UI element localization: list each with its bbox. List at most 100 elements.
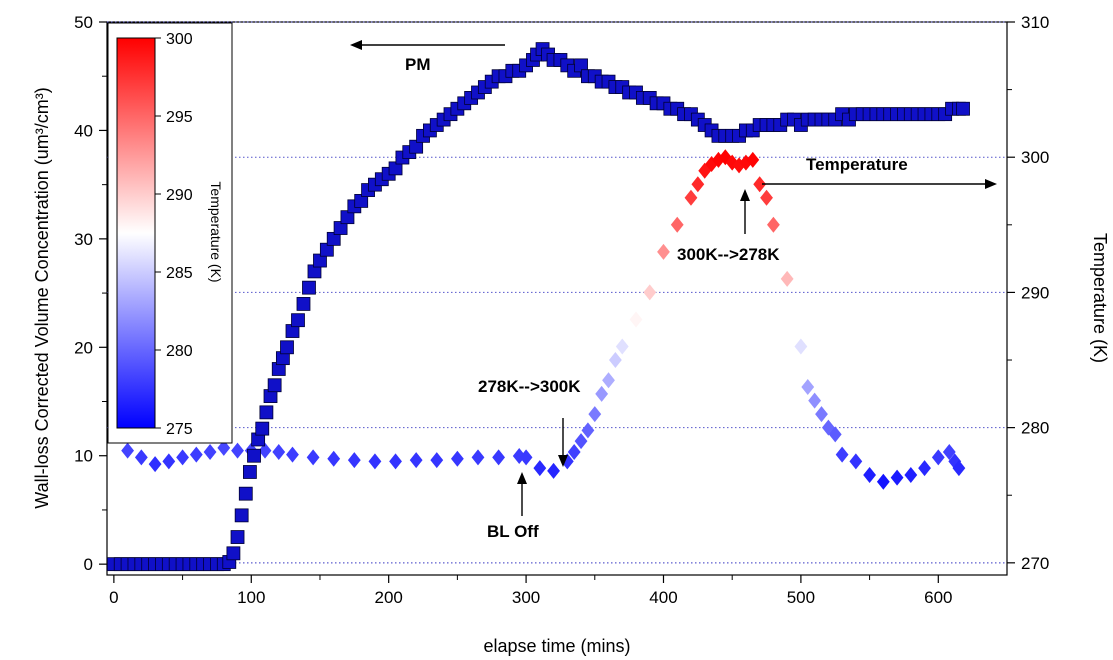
temperature-point: [450, 450, 464, 467]
temperature-point: [780, 270, 794, 287]
colorbar-title: Temperature (K): [208, 181, 224, 282]
x-tick-label: 300: [512, 588, 540, 607]
temperature-point: [203, 443, 217, 460]
grid: [107, 21, 1007, 564]
temperature-point: [952, 460, 966, 477]
pm-point: [234, 508, 249, 523]
temperature-point: [931, 449, 945, 466]
temperature-point: [574, 433, 588, 450]
temperature-point: [121, 442, 135, 459]
y-left-axis-title: Wall-loss Corrected Volume Concentration…: [32, 87, 52, 508]
temperature-point: [918, 460, 931, 477]
temperature-point: [890, 469, 904, 486]
x-axis: 0 100 200 300 400 500 600: [109, 575, 952, 607]
annotation-heat-up: 278K-->300K: [478, 377, 581, 467]
temperature-point: [306, 449, 320, 466]
annotation-heat-up-label: 278K-->300K: [478, 377, 581, 396]
temperature-point: [327, 450, 341, 467]
temperature-point: [828, 426, 842, 443]
pm-series: [106, 42, 970, 572]
pm-point: [230, 530, 245, 544]
temperature-point: [904, 466, 918, 483]
y-left-tick-label: 40: [74, 121, 93, 140]
temperature-point: [629, 311, 643, 328]
temperature-point: [567, 443, 581, 460]
annotation-cool-down: 300K-->278K: [677, 189, 780, 264]
y-right-tick-label: 270: [1021, 554, 1049, 573]
temperature-point: [863, 466, 876, 483]
temperature-point: [801, 379, 815, 396]
y-axis-left: 0 10 20 30 40 50: [74, 13, 107, 574]
annotation-pm-label: PM: [405, 55, 431, 74]
y-right-tick-label: 280: [1021, 419, 1049, 438]
temperature-point: [670, 216, 684, 233]
temperature-point: [492, 449, 506, 466]
x-tick-label: 0: [109, 588, 118, 607]
temperature-point: [794, 338, 808, 355]
temperature-point: [746, 151, 760, 168]
temperature-point: [849, 453, 863, 470]
y-left-tick-label: 50: [74, 13, 93, 32]
temperature-point: [760, 189, 773, 206]
y-right-axis-title: Temperature (K): [1090, 233, 1110, 363]
pm-point: [267, 378, 282, 393]
temperature-point: [835, 446, 849, 463]
pm-point: [247, 448, 261, 463]
temperature-point: [533, 460, 547, 477]
temperature-point: [942, 443, 956, 460]
temperature-point: [815, 406, 828, 423]
temperature-point: [602, 372, 615, 389]
colorbar-tick-label: 295: [166, 109, 193, 126]
temperature-point: [657, 243, 670, 260]
temperature-point: [162, 453, 176, 470]
colorbar-tick-label: 290: [166, 187, 193, 204]
pm-point: [280, 340, 294, 355]
y-right-tick-label: 300: [1021, 148, 1049, 167]
y-right-tick-label: 310: [1021, 13, 1049, 32]
temperature-point: [519, 449, 533, 466]
colorbar-tick-label: 280: [166, 343, 193, 360]
temperature-point: [286, 446, 299, 463]
colorbar-tick-label: 285: [166, 265, 193, 282]
annotation-bl-off: BL Off: [487, 472, 539, 541]
temperature-point: [608, 352, 622, 369]
temperature-point: [148, 456, 162, 473]
pm-point: [302, 280, 316, 295]
x-tick-label: 400: [649, 588, 677, 607]
x-axis-title: elapse time (mins): [483, 636, 630, 656]
temperature-point: [368, 453, 382, 470]
y-left-tick-label: 20: [74, 338, 93, 357]
temperature-point: [217, 439, 231, 456]
colorbar: [116, 37, 156, 429]
temperature-point: [347, 452, 361, 469]
pm-point: [243, 465, 257, 479]
temperature-point: [258, 442, 272, 459]
temperature-point: [691, 176, 705, 193]
temperature-point: [430, 452, 444, 469]
pm-point: [226, 546, 241, 561]
pm-point: [259, 405, 274, 420]
temperature-point: [684, 189, 698, 206]
temperature-point: [231, 442, 244, 459]
y-axis-right: 270 280 290 300 310: [1007, 13, 1049, 573]
temperature-point: [547, 462, 560, 479]
plot-frame: [106, 21, 1008, 576]
colorbar-tick-label: 300: [166, 31, 193, 48]
y-right-tick-label: 290: [1021, 283, 1049, 302]
temperature-point: [176, 449, 189, 466]
temperature-point: [588, 406, 602, 423]
x-tick-label: 500: [787, 588, 815, 607]
temperature-point: [767, 216, 780, 233]
pm-point: [291, 313, 305, 328]
x-tick-label: 100: [237, 588, 265, 607]
colorbar-tick-label: 275: [166, 421, 193, 438]
pm-point: [296, 297, 311, 311]
temperature-point: [189, 446, 203, 463]
pm-point: [956, 101, 970, 116]
colorbar-ticks: 275 280 285 290 295 300: [155, 31, 193, 438]
temperature-series: [121, 149, 966, 490]
x-tick-label: 200: [374, 588, 402, 607]
y-left-tick-label: 0: [84, 555, 93, 574]
temperature-point: [595, 385, 609, 402]
